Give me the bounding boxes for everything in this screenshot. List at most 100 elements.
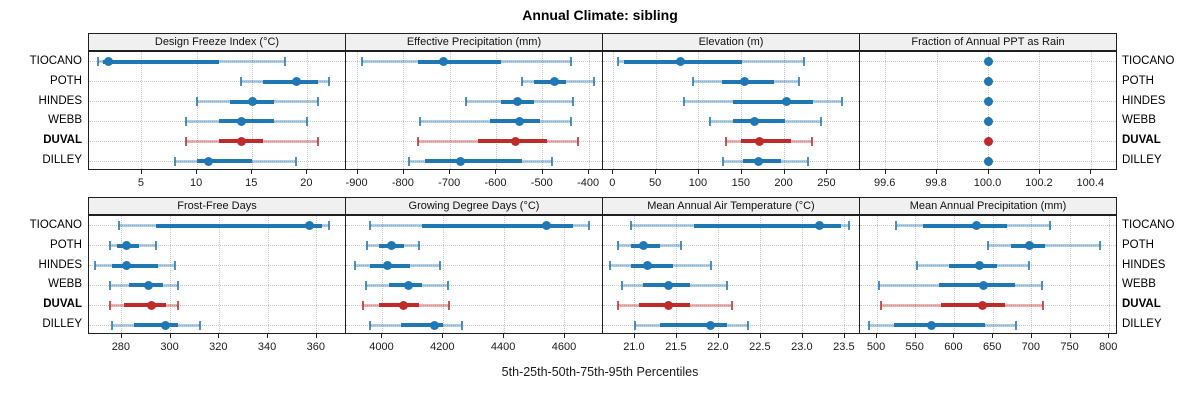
axis-tick-label: 500	[866, 341, 886, 353]
panel-strip: Mean Annual Air Temperature (°C)	[602, 197, 860, 215]
horizontal-gridline	[89, 245, 345, 247]
vertical-gridline	[612, 52, 614, 169]
horizontal-gridline	[89, 304, 345, 306]
horizontal-gridline	[346, 304, 602, 306]
axis-tick-label: 300	[160, 341, 179, 353]
whisker-cap	[361, 57, 364, 67]
chart-title: Annual Climate: sibling	[522, 7, 678, 23]
median-dot	[926, 320, 936, 330]
axis-tick	[914, 334, 916, 338]
horizontal-gridline	[346, 284, 602, 286]
axis-tick-label: 23.5	[833, 341, 855, 353]
p25-p75-line	[263, 79, 319, 84]
panel-strip: Effective Precipitation (mm)	[345, 33, 603, 51]
whisker-cap	[176, 300, 179, 310]
axis-tick-label: 600	[944, 341, 963, 353]
whisker-cap	[576, 136, 579, 146]
median-dot	[750, 116, 760, 126]
panel-title: Growing Degree Days (°C)	[408, 200, 540, 212]
vertical-gridline	[1031, 216, 1033, 333]
axis-tick	[503, 334, 505, 338]
p25-p75-line	[733, 99, 813, 104]
axis-tick-label: 4400	[490, 341, 516, 353]
station-label-right: DILLEY	[1122, 154, 1162, 167]
whisker-cap	[196, 97, 199, 107]
median-dot	[984, 116, 993, 126]
panel-plot	[602, 215, 860, 334]
whisker-cap	[986, 241, 989, 251]
median-dot	[122, 261, 132, 271]
axis-tick	[356, 170, 358, 174]
p25-p75-line	[417, 59, 502, 64]
whisker-cap	[569, 116, 572, 126]
median-dot	[664, 280, 673, 290]
median-dot	[1025, 241, 1035, 251]
panel-plot	[602, 51, 860, 170]
panel-plot	[88, 51, 346, 170]
whisker-cap	[317, 136, 320, 146]
p25-p75-line	[489, 119, 541, 124]
axis-tick	[633, 334, 635, 338]
median-dot	[511, 136, 521, 146]
axis-tick	[120, 334, 122, 338]
panel-strip: Fraction of Annual PPT as Rain	[859, 33, 1117, 51]
vertical-gridline	[251, 52, 253, 169]
axis-tick	[759, 334, 761, 338]
median-dot	[429, 320, 439, 330]
horizontal-gridline	[603, 265, 859, 267]
median-dot	[979, 280, 989, 290]
station-label-left: DILLEY	[42, 318, 82, 331]
horizontal-gridline	[346, 120, 602, 122]
whisker-cap	[608, 261, 611, 271]
horizontal-gridline	[89, 101, 345, 103]
whisker-cap	[879, 300, 882, 310]
axis-tick	[992, 334, 994, 338]
axis-tick-label: 100	[688, 177, 708, 189]
median-dot	[512, 97, 522, 107]
median-dot	[977, 300, 987, 310]
axis-tick-label: 4000	[369, 341, 394, 353]
horizontal-gridline	[89, 284, 345, 286]
panel-plot	[88, 215, 346, 334]
horizontal-gridline	[603, 245, 859, 247]
median-dot	[664, 300, 673, 310]
vertical-gridline	[170, 216, 172, 333]
axis-tick-label: 15	[245, 177, 258, 189]
panel-title: Elevation (m)	[698, 36, 764, 48]
whisker-cap	[174, 261, 177, 271]
whisker-cap	[721, 156, 724, 166]
horizontal-gridline	[603, 120, 859, 122]
whisker-cap	[419, 116, 422, 126]
vertical-gridline	[802, 216, 804, 333]
axis-tick	[697, 170, 699, 174]
vertical-gridline	[196, 52, 198, 169]
whisker-cap	[1048, 221, 1051, 231]
axis-tick	[987, 170, 989, 174]
whisker-cap	[841, 97, 843, 107]
panel-plot	[345, 215, 603, 334]
whisker-cap	[1098, 241, 1101, 251]
vertical-gridline	[141, 52, 143, 169]
whisker-cap	[629, 221, 632, 231]
vertical-gridline	[1108, 216, 1110, 333]
axis-tick-label: 550	[905, 341, 924, 353]
axis-tick	[1090, 170, 1092, 174]
p25-p75-line	[660, 323, 728, 328]
median-dot	[549, 77, 559, 87]
axis-tick-label: -900	[345, 177, 368, 189]
vertical-gridline	[564, 216, 566, 333]
whisker-cap	[811, 136, 814, 146]
whisker-cap	[520, 77, 523, 87]
median-dot	[515, 116, 525, 126]
whisker-cap	[571, 97, 574, 107]
axis-tick-label: 360	[306, 341, 325, 353]
median-dot	[104, 57, 114, 67]
whisker-cap	[465, 97, 468, 107]
axis-tick-label: 0	[609, 177, 616, 189]
panel-strip: Growing Degree Days (°C)	[345, 197, 603, 215]
median-dot	[161, 320, 171, 330]
vertical-gridline	[503, 216, 505, 333]
panel-title: Effective Precipitation (mm)	[406, 36, 542, 48]
horizontal-gridline	[89, 324, 345, 326]
whisker-cap	[1040, 280, 1043, 290]
